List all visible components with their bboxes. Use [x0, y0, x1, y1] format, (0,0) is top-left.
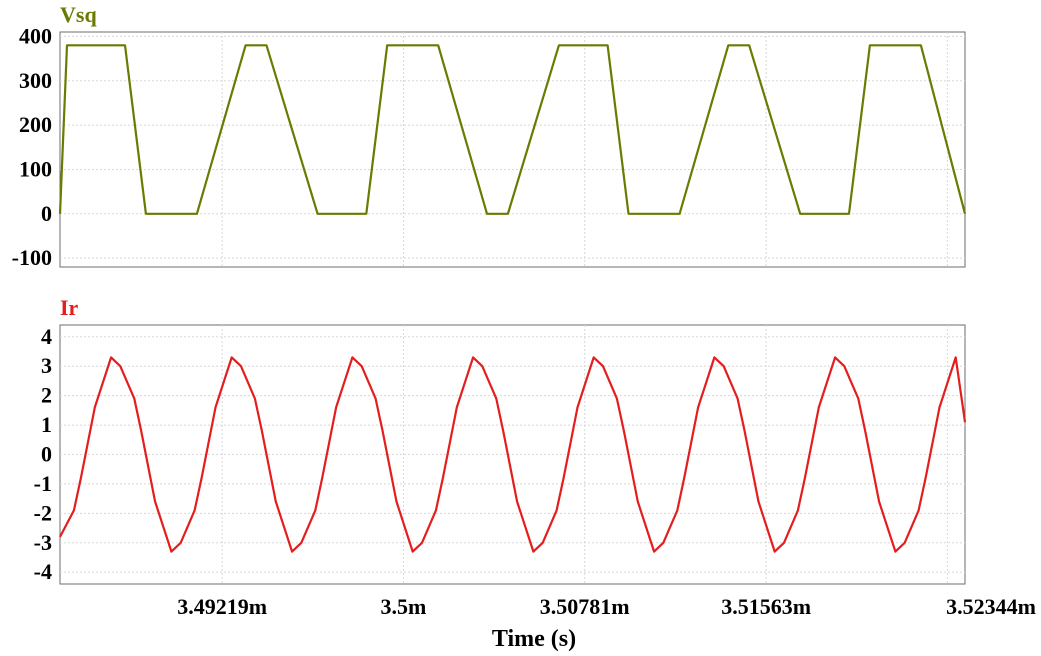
ir-y-tick-label: 4 — [41, 324, 52, 349]
vsq-gridlines — [60, 32, 965, 267]
ir-y-tick-label: -1 — [34, 471, 52, 496]
x-tick-label: 3.50781m — [540, 594, 630, 619]
ir-gridlines — [60, 325, 965, 584]
x-tick-label: 3.5m — [381, 594, 427, 619]
ir-y-tick-label: 1 — [41, 412, 52, 437]
vsq-y-tick-label: 400 — [19, 23, 52, 48]
vsq-y-tick-label: 100 — [19, 156, 52, 181]
vsq-panel-title: Vsq — [60, 2, 97, 27]
x-tick-label: 3.49219m — [177, 594, 267, 619]
vsq-series-line — [58, 44, 967, 215]
x-tick-label: 3.51563m — [721, 594, 811, 619]
ir-panel-title: Ir — [60, 295, 79, 320]
ir-y-tick-label: 0 — [41, 442, 52, 467]
ir-series-line — [59, 356, 967, 553]
x-axis-title: Time (s) — [492, 626, 576, 652]
vsq-y-tick-label: 300 — [19, 68, 52, 93]
ir-y-tick-label: 2 — [41, 383, 52, 408]
x-tick-label: 3.52344m — [946, 594, 1036, 619]
vsq-y-tick-label: 0 — [41, 201, 52, 226]
vsq-y-tick-label: -100 — [12, 245, 52, 270]
vsq-plot-area — [59, 31, 966, 268]
vsq-y-tick-label: 200 — [19, 112, 52, 137]
vsq-y-axis: 400 300 200 100 0 -100 — [12, 23, 52, 270]
ir-y-tick-label: 3 — [41, 353, 52, 378]
ir-panel: Ir 4 3 2 1 0 -1 -2 -3 -4 — [34, 295, 967, 585]
ir-y-tick-label: -4 — [34, 559, 52, 584]
ir-y-tick-label: -3 — [34, 530, 52, 555]
vsq-panel: Vsq 400 300 200 100 0 -100 — [12, 2, 967, 270]
time-axis: 3.49219m 3.5m 3.50781m 3.51563m 3.52344m — [177, 594, 1036, 619]
ir-y-axis: 4 3 2 1 0 -1 -2 -3 -4 — [34, 324, 52, 584]
ir-y-tick-label: -2 — [34, 500, 52, 525]
